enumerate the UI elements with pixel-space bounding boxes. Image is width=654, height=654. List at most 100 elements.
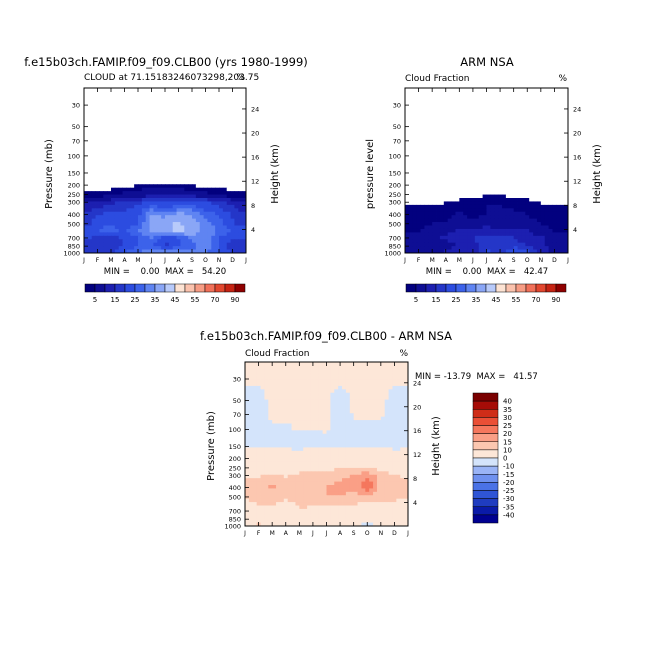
contour-cell (463, 115, 468, 120)
contour-cell (505, 115, 511, 120)
contour-cell (215, 139, 220, 144)
contour-cell (215, 211, 220, 216)
contour-cell (203, 139, 208, 144)
contour-cell (517, 177, 522, 182)
contour-cell (111, 249, 116, 254)
contour-cell (548, 170, 553, 175)
contour-cell (199, 105, 204, 110)
contour-cell (118, 125, 123, 130)
contour-cell (564, 239, 569, 244)
contour-cell (405, 112, 410, 116)
contour-cell (513, 239, 518, 244)
contour-cell (540, 208, 546, 213)
contour-cell (299, 375, 304, 380)
contour-cell (211, 235, 216, 240)
contour-cell (470, 194, 476, 199)
contour-cell (180, 88, 185, 92)
contour-cell (478, 180, 484, 185)
contour-cell (322, 403, 327, 407)
contour-cell (436, 246, 441, 250)
contour-cell (525, 94, 530, 99)
contour-cell (556, 184, 561, 189)
contour-cell (287, 409, 292, 414)
contour-cell (490, 170, 495, 175)
contour-cell (157, 129, 162, 134)
contour-cell (509, 98, 515, 103)
contour-cell (349, 372, 355, 377)
contour-cell (384, 403, 389, 407)
contour-cell (157, 215, 162, 220)
contour-cell (536, 125, 542, 130)
contour-cell (219, 239, 224, 244)
contour-cell (556, 225, 561, 230)
contour-cell (478, 91, 484, 96)
contour-cell (486, 101, 491, 106)
contour-cell (230, 228, 235, 233)
contour-cell (238, 201, 243, 206)
contour-cell (451, 228, 456, 233)
contour-cell (287, 382, 292, 387)
contour-cell (126, 88, 131, 92)
contour-cell (380, 362, 386, 366)
contour-cell (126, 91, 131, 96)
contour-cell (373, 375, 378, 380)
contour-cell (463, 235, 468, 240)
contour-cell (199, 201, 204, 206)
contour-cell (564, 105, 569, 110)
contour-cell (482, 218, 487, 223)
contour-cell (330, 392, 335, 397)
contour-cell (478, 108, 484, 113)
contour-cell (141, 118, 147, 123)
contour-cell (138, 98, 143, 103)
contour-cell (498, 246, 503, 250)
contour-cell (307, 413, 312, 418)
contour-cell (428, 98, 433, 103)
contour-cell (126, 163, 131, 168)
contour-cell (424, 105, 429, 110)
contour-cell (439, 204, 445, 209)
contour-cell (322, 372, 327, 377)
contour-cell (180, 228, 185, 233)
contour-cell (207, 222, 212, 226)
contour-cell (536, 139, 542, 144)
contour-cell (283, 409, 289, 414)
contour-cell (303, 365, 308, 370)
contour-cell (184, 153, 189, 158)
contour-cell (299, 365, 304, 370)
contour-cell (95, 112, 100, 116)
contour-cell (529, 201, 534, 206)
contour-cell (207, 232, 212, 237)
contour-cell (203, 129, 208, 134)
contour-cell (498, 122, 503, 127)
contour-cell (114, 122, 120, 127)
contour-cell (478, 122, 484, 127)
contour-cell (459, 153, 464, 158)
contour-cell (318, 385, 324, 390)
contour-cell (107, 228, 112, 233)
contour-cell (226, 146, 231, 151)
contour-cell (447, 232, 452, 237)
contour-cell (517, 242, 522, 247)
contour-cell (544, 94, 549, 99)
contour-cell (111, 156, 116, 161)
contour-cell (540, 160, 546, 165)
contour-cell (400, 375, 405, 380)
contour-cell (521, 194, 526, 199)
contour-cell (195, 232, 201, 237)
contour-cell (405, 125, 410, 130)
contour-cell (299, 406, 304, 411)
contour-cell (376, 362, 382, 366)
contour-cell (463, 180, 468, 185)
contour-cell (509, 125, 515, 130)
contour-cell (234, 194, 239, 199)
contour-cell (138, 211, 143, 216)
contour-cell (560, 88, 565, 92)
contour-cell (432, 98, 437, 103)
contour-cell (234, 218, 239, 223)
contour-cell (99, 88, 104, 92)
contour-cell (207, 177, 212, 182)
contour-cell (439, 163, 445, 168)
contour-cell (474, 88, 480, 92)
contour-cell (467, 88, 472, 92)
contour-cell (264, 409, 269, 414)
